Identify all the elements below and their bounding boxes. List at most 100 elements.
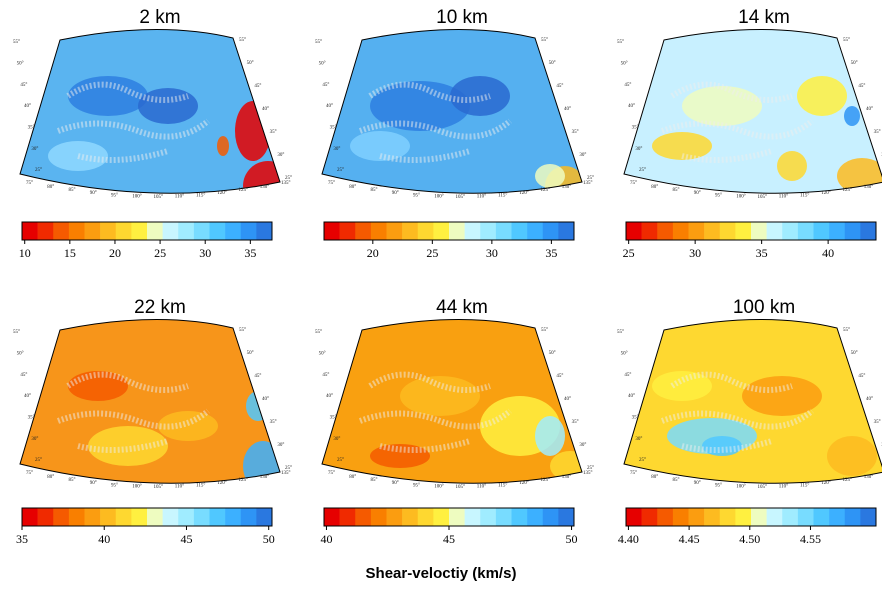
panel-title: 100 km (733, 297, 795, 318)
longitude-label: 130° (260, 475, 270, 480)
longitude-label: 110° (779, 485, 788, 490)
colorbar-segment (387, 222, 403, 240)
colorbar-segment (673, 222, 689, 240)
colorbar-tick-label: 45 (443, 532, 455, 546)
longitude-label: 120° (217, 481, 227, 486)
colorbar-tick-label: 40 (822, 246, 834, 260)
colorbar-segment (210, 508, 226, 526)
colorbar-segment (371, 222, 387, 240)
latitude-label: 55° (315, 330, 322, 335)
latitude-label: 55° (315, 40, 322, 45)
latitude-label: 55° (541, 328, 548, 333)
x-label: Shear-veloctiy (km/s) (366, 565, 517, 582)
map-anomaly (400, 376, 480, 416)
longitude-label: 95° (715, 483, 722, 488)
colorbar-tick-label: 4.45 (679, 532, 700, 546)
longitude-label: 85° (69, 188, 76, 193)
colorbar-segment (22, 222, 38, 240)
colorbar-segment (131, 508, 147, 526)
longitude-label: 115° (498, 193, 507, 198)
latitude-label: 55° (843, 328, 850, 333)
longitude-label: 90° (694, 481, 701, 486)
colorbar-tick-label: 35 (545, 246, 557, 260)
latitude-label: 25° (35, 458, 42, 463)
longitude-label: 90° (90, 191, 97, 196)
panel: 100 km75°80°85°90°95°100°105°110°115°120… (617, 297, 882, 546)
colorbar-segment (512, 222, 528, 240)
colorbar-segment (355, 222, 371, 240)
longitude-label: 75° (26, 471, 33, 476)
map-anomaly (702, 436, 742, 456)
colorbar-segment (449, 508, 465, 526)
colorbar-tick-label: 30 (486, 246, 498, 260)
colorbar-segment (512, 508, 528, 526)
latitude-label: 40° (564, 397, 571, 402)
longitude-label: 80° (651, 475, 658, 480)
colorbar-segment (496, 508, 512, 526)
colorbar-tick-label: 4.50 (739, 532, 760, 546)
latitude-label: 40° (24, 394, 31, 399)
longitude-label: 90° (392, 191, 399, 196)
latitude-label: 55° (843, 38, 850, 43)
panel-title: 44 km (436, 297, 488, 318)
colorbar-segment (767, 508, 783, 526)
colorbar-segment (178, 508, 194, 526)
colorbar-segment (751, 222, 767, 240)
latitude-label: 50° (549, 351, 556, 356)
latitude-label: 50° (851, 61, 858, 66)
map-anomaly (243, 441, 283, 491)
longitude-label: 100° (132, 485, 142, 490)
colorbar-segment (402, 508, 418, 526)
latitude-label: 40° (326, 394, 333, 399)
longitude-label: 105° (456, 485, 466, 490)
map-anomaly (138, 88, 198, 124)
colorbar-tick-label: 15 (64, 246, 76, 260)
colorbar-segment (735, 508, 751, 526)
latitude-label: 55° (617, 40, 624, 45)
longitude-label: 100° (132, 195, 142, 200)
latitude-label: 30° (579, 443, 586, 448)
colorbar-segment (69, 222, 85, 240)
colorbar-segment (829, 508, 845, 526)
latitude-label: 45° (858, 374, 865, 379)
colorbar-segment (340, 508, 356, 526)
latitude-label: 50° (247, 61, 254, 66)
longitude-label: 105° (456, 195, 466, 200)
latitude-label: 40° (866, 107, 873, 112)
colorbar-segment (147, 222, 163, 240)
latitude-label: 45° (254, 374, 261, 379)
colorbar-segment (449, 222, 465, 240)
colorbar-segment (689, 508, 705, 526)
colorbar-segment (496, 222, 512, 240)
longitude-label: 80° (349, 185, 356, 190)
colorbar-segment (558, 508, 574, 526)
longitude-label: 90° (392, 481, 399, 486)
latitude-label: 25° (285, 466, 292, 471)
latitude-label: 45° (624, 83, 631, 88)
map-anomaly (217, 136, 229, 156)
longitude-label: 95° (111, 483, 118, 488)
longitude-label: 105° (154, 485, 164, 490)
longitude-label: 135° (281, 181, 291, 186)
map-anomaly (742, 376, 822, 416)
colorbar-segment (131, 222, 147, 240)
colorbar-segment (689, 222, 705, 240)
colorbar-segment (418, 222, 434, 240)
map-anomaly (682, 86, 762, 126)
latitude-label: 50° (851, 351, 858, 356)
latitude-label: 40° (628, 104, 635, 109)
colorbar-segment (256, 508, 272, 526)
latitude-label: 35° (572, 130, 579, 135)
longitude-label: 105° (154, 195, 164, 200)
colorbar-segment (241, 508, 257, 526)
latitude-label: 40° (262, 107, 269, 112)
longitude-label: 115° (196, 483, 205, 488)
latitude-label: 40° (262, 397, 269, 402)
colorbar-tick-label: 35 (16, 532, 28, 546)
longitude-label: 120° (217, 191, 227, 196)
colorbar-segment (782, 222, 798, 240)
colorbar-tick-label: 20 (367, 246, 379, 260)
longitude-label: 125° (843, 188, 853, 193)
colorbar-segment (147, 508, 163, 526)
colorbar-tick-label: 40 (320, 532, 332, 546)
